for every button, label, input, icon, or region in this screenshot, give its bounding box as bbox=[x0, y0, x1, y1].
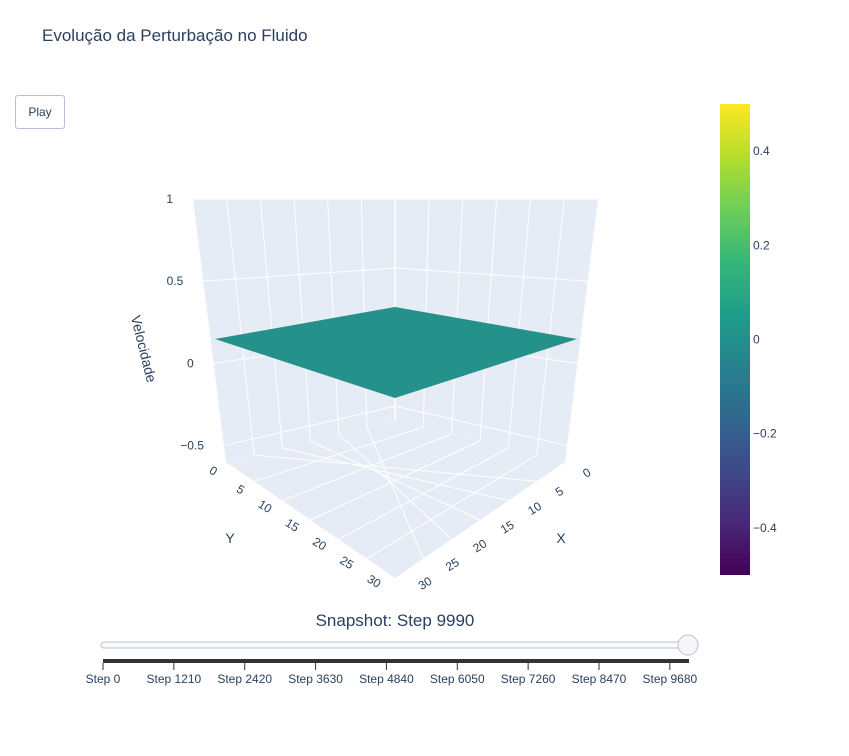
y-tick-label: 5 bbox=[234, 482, 247, 498]
grid-line bbox=[536, 198, 565, 456]
grid-line bbox=[507, 198, 531, 449]
colorbar-tick-label: 0.2 bbox=[753, 238, 770, 252]
grid-line bbox=[254, 454, 537, 482]
grid-line bbox=[479, 198, 497, 442]
z-tick-label: 0.5 bbox=[167, 274, 184, 288]
y-tick-label: 10 bbox=[256, 497, 275, 516]
y-tick-label: 15 bbox=[283, 516, 302, 535]
play-button[interactable]: Play bbox=[15, 95, 65, 129]
grid-line bbox=[338, 433, 453, 540]
slider-tick-label[interactable]: Step 8470 bbox=[572, 672, 627, 686]
slider-tick-bar bbox=[103, 659, 689, 663]
slider-tick-label[interactable]: Step 2420 bbox=[217, 672, 272, 686]
slider-tick-label[interactable]: Step 9680 bbox=[642, 672, 697, 686]
colorbar-tick-label: −0.2 bbox=[753, 427, 777, 441]
z-axis-title: Velocidade bbox=[128, 314, 160, 385]
step-slider[interactable]: Snapshot: Step 9990 Step 0 Step 1210 Step … bbox=[86, 611, 699, 686]
grid-line bbox=[282, 447, 509, 502]
z-axis-ticks: 1 0.5 0 −0.5 bbox=[166, 192, 204, 453]
y-tick-label: 25 bbox=[337, 553, 356, 572]
y-tick-label: 30 bbox=[365, 572, 384, 591]
z-tick-label: 0 bbox=[187, 356, 194, 370]
slider-tick-label[interactable]: Step 4840 bbox=[359, 672, 414, 686]
colorbar-ticks: 0.4 0.2 0 −0.2 −0.4 bbox=[753, 144, 777, 535]
colorbar-tick-label: 0.4 bbox=[753, 144, 770, 158]
slider-tick-label[interactable]: Step 3630 bbox=[288, 672, 343, 686]
x-tick-label: 0 bbox=[580, 465, 593, 481]
slider-rail[interactable] bbox=[100, 641, 690, 649]
x-tick-label: 25 bbox=[443, 555, 462, 574]
x-tick-label: 20 bbox=[470, 536, 489, 555]
slider-current-label: Snapshot: Step 9990 bbox=[316, 611, 475, 630]
colorbar-gradient bbox=[720, 104, 750, 575]
grid-line bbox=[451, 198, 464, 435]
colorbar: 0.4 0.2 0 −0.2 −0.4 bbox=[720, 104, 777, 575]
slider-tick-label[interactable]: Step 0 bbox=[86, 672, 121, 686]
x-tick-label: 15 bbox=[498, 518, 517, 537]
slider-tick-label[interactable]: Step 1210 bbox=[146, 672, 201, 686]
y-tick-label: 0 bbox=[207, 463, 220, 479]
z-tick-label: 1 bbox=[166, 192, 173, 206]
slider-tick-label[interactable]: Step 7260 bbox=[501, 672, 556, 686]
x-tick-label: 10 bbox=[525, 499, 544, 518]
slider-ticks: Step 0 Step 1210 Step 2420 Step 3630 Step 48… bbox=[86, 663, 698, 686]
chart-title: Evolução da Perturbação no Fluido bbox=[42, 26, 308, 45]
grid-line bbox=[259, 198, 283, 449]
z-tick-label: −0.5 bbox=[180, 439, 204, 453]
slider-handle[interactable] bbox=[677, 634, 699, 656]
x-tick-label: 30 bbox=[416, 574, 435, 593]
floor-plane bbox=[226, 420, 565, 578]
slider-tick-label[interactable]: Step 6050 bbox=[430, 672, 485, 686]
grid-line bbox=[366, 426, 424, 559]
y-axis-title: Y bbox=[225, 530, 235, 546]
y-tick-label: 20 bbox=[310, 534, 329, 553]
grid-line bbox=[338, 447, 509, 540]
grid-line bbox=[226, 198, 255, 456]
surface-plane[interactable] bbox=[215, 307, 577, 398]
grid-line bbox=[327, 198, 340, 435]
x-axis-title: X bbox=[556, 530, 566, 546]
colorbar-tick-label: −0.4 bbox=[753, 521, 777, 535]
grid-line bbox=[366, 454, 537, 560]
x-tick-label: 5 bbox=[553, 484, 566, 500]
colorbar-tick-label: 0 bbox=[753, 333, 760, 347]
grid-line bbox=[293, 198, 311, 442]
